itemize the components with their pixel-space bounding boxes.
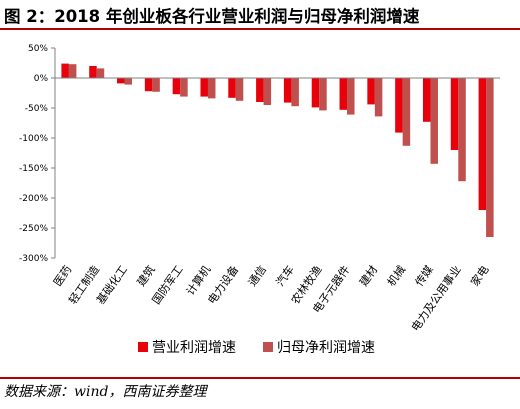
figure-title: 图 2：2018 年创业板各行业营业利润与归母净利润增速 [4,7,420,26]
bar-operating-profit [228,78,236,98]
x-tick-label: 计算机 [183,263,213,298]
bar-operating-profit [144,78,153,92]
bar-net-profit [430,78,438,164]
bar-operating-profit [89,66,97,78]
bars [61,63,494,237]
bar-operating-profit [172,78,181,95]
bar-operating-profit [450,78,459,150]
source-note: 数据来源：wind，西南证券整理 [4,384,207,400]
x-tick-label: 家电 [467,263,491,289]
bar-net-profit [347,78,355,115]
bar-operating-profit [200,78,208,97]
bar-operating-profit [422,78,431,122]
bar-operating-profit [256,78,264,102]
bar-net-profit [235,78,244,101]
legend-label: 归母净利润增速 [277,339,375,356]
legend-swatch [138,342,148,352]
x-tick-label: 机械 [384,263,408,289]
legend-swatch [263,342,273,352]
x-tick-label: 汽车 [273,263,297,289]
bar-net-profit [402,78,411,146]
bar-net-profit [68,64,77,78]
footer-divider [0,377,520,379]
y-tick-label: -250% [19,224,48,234]
bar-net-profit [291,78,299,107]
x-tick-label: 医药 [51,263,74,288]
bar-operating-profit [367,78,375,105]
y-tick-label: 0% [34,74,49,84]
y-tick-label: -50% [25,104,49,114]
bar-operating-profit [395,78,403,133]
legend: 营业利润增速 归母净利润增速 [138,339,375,356]
x-tick-label: 传媒 [413,263,436,288]
bar-net-profit [152,78,160,92]
y-tick-label: 50% [28,44,48,54]
y-tick-label: -150% [19,164,48,174]
bar-operating-profit [339,78,348,110]
legend-label: 营业利润增速 [152,340,236,356]
bar-operating-profit [283,78,292,103]
y-tick-label: -300% [19,254,48,264]
bar-net-profit [96,68,105,78]
bar-net-profit [180,78,188,97]
x-tick-label: 建材 [356,263,380,289]
bar-net-profit [486,78,494,237]
bar-net-profit [319,78,327,111]
bar-net-profit [263,78,272,105]
y-tick-label: -200% [19,194,48,204]
x-tick-label: 通信 [246,263,269,288]
bar-net-profit [374,78,383,117]
bar-net-profit [124,78,133,85]
bar-operating-profit [61,63,69,78]
x-tick-label: 建筑 [134,263,158,289]
bar-net-profit [207,78,216,99]
y-axis: 50% 0% -50% -100% -150% -200% -250% -300% [19,44,56,264]
bar-operating-profit [117,78,125,84]
bar-chart: 50%0%-50%-100%-150%-200%-250%-300% 医药轻工制… [19,44,500,356]
bar-operating-profit [311,78,320,108]
y-tick-label: -100% [19,134,48,144]
title-divider [0,28,520,30]
bar-operating-profit [478,78,487,210]
bar-net-profit [458,78,466,182]
